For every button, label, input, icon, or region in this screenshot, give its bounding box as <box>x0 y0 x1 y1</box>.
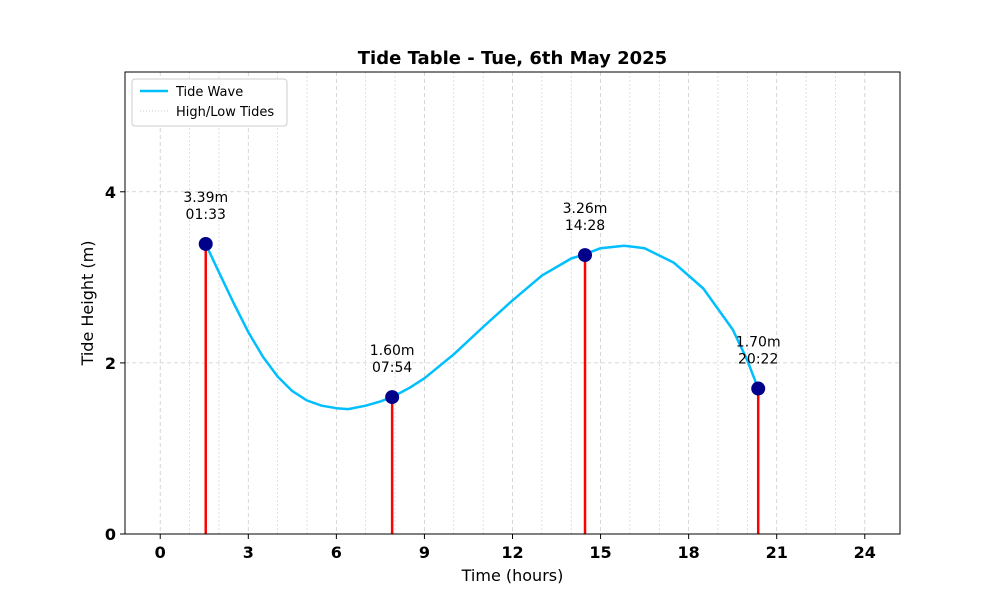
x-tick-label: 9 <box>419 543 430 562</box>
tide-marker <box>385 390 400 405</box>
chart-title: Tide Table - Tue, 6th May 2025 <box>358 48 667 69</box>
x-tick-label: 3 <box>243 543 254 562</box>
y-axis-label: Tide Height (m) <box>78 241 97 367</box>
legend-label: Tide Wave <box>175 85 243 100</box>
x-tick-label: 0 <box>155 543 166 562</box>
tide-time-label: 14:28 <box>565 218 605 234</box>
legend-label: High/Low Tides <box>176 105 274 120</box>
series-line-tide-wave <box>204 243 760 411</box>
tide-time-label: 07:54 <box>372 360 412 376</box>
tide-height-label: 3.39m <box>183 190 228 206</box>
y-tick-label: 2 <box>105 354 116 373</box>
y-tick-label: 0 <box>105 525 116 544</box>
tide-height-label: 1.70m <box>736 335 781 351</box>
x-tick-label: 15 <box>589 543 611 562</box>
tide-marker <box>198 236 213 251</box>
x-tick-label: 21 <box>766 543 788 562</box>
x-axis-label: Time (hours) <box>461 566 564 585</box>
x-tick-label: 18 <box>678 543 700 562</box>
legend: Tide Wave High/Low Tides <box>131 78 288 127</box>
tide-time-label: 01:33 <box>186 207 226 223</box>
tide-height-label: 1.60m <box>370 343 415 359</box>
tide-height-label: 3.26m <box>563 201 608 217</box>
x-tick-label: 6 <box>331 543 342 562</box>
x-tick-label: 12 <box>501 543 523 562</box>
tide-marker <box>751 381 766 396</box>
tide-time-label: 20:22 <box>738 352 778 368</box>
y-tick-label: 4 <box>105 183 116 202</box>
tide-marker <box>578 248 593 263</box>
legend-box <box>131 78 288 127</box>
x-tick-label: 24 <box>854 543 876 562</box>
